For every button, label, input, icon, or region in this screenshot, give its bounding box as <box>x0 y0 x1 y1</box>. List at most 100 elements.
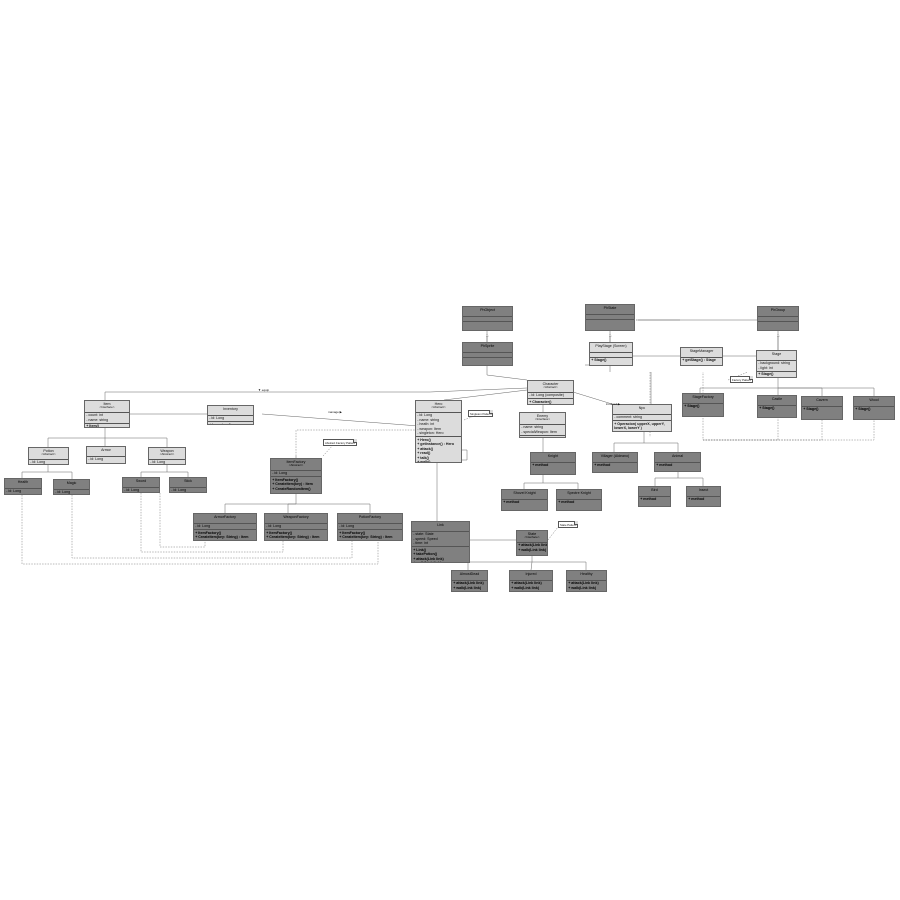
attributes-section <box>463 317 512 322</box>
note-state-pattern: State Pattern <box>558 521 579 529</box>
class-enemy[interactable]: Enemy <Interface> - name: string - speci… <box>519 412 566 438</box>
attribute: - id: Long <box>195 524 211 529</box>
class-insect[interactable]: Insect + method <box>686 486 721 507</box>
class-potion[interactable]: Potion <Abstract> - id: Long <box>28 447 69 465</box>
operation: + Stage() <box>759 406 775 411</box>
operation: + walk(Link link) <box>518 547 547 552</box>
class-name: PhObject <box>463 307 512 317</box>
stereotype: <Abstract> <box>431 405 446 410</box>
attributes-section: - id: Long <box>149 460 185 464</box>
class-stick[interactable]: Stick - id: Long <box>169 477 207 493</box>
class-item[interactable]: Item <Interface> - count: int - name: st… <box>84 400 130 428</box>
attribute: - time: int <box>413 541 428 546</box>
class-weapon[interactable]: Weapon <Abstract> - id: Long <box>148 447 186 465</box>
class-magic[interactable]: Magic - id: Long <box>53 479 90 495</box>
class-phstate[interactable]: PhState <box>585 304 635 331</box>
class-spectreknight[interactable]: Spectre Knight + method <box>556 489 602 511</box>
attributes-section: - name: string - specialWeapon: Item <box>520 425 565 436</box>
attribute: - id: Long <box>171 488 187 493</box>
class-character[interactable]: Character <Abstract> - id: Long (composi… <box>527 380 574 405</box>
operation: + method <box>558 500 575 505</box>
operations-section: + method <box>502 500 547 506</box>
attribute: - id: Long <box>272 471 288 476</box>
attribute: - id: Long <box>339 524 355 529</box>
attributes-section: - comment: string <box>613 415 671 422</box>
operation: + walk() <box>417 460 431 463</box>
class-knight[interactable]: Knight + method <box>530 452 576 475</box>
attributes-section <box>758 317 798 322</box>
class-healthy[interactable]: Healthy + attack(Link link) + walk(Link … <box>566 570 607 592</box>
class-name: Item <Interface> <box>85 401 129 413</box>
operations-section: + method <box>557 500 601 506</box>
attributes-section: - id: Long <box>194 524 256 531</box>
class-phgroup[interactable]: PhGroup <box>757 306 799 331</box>
operation: + ItemFactory() <box>266 530 293 535</box>
operation: + CreateRandomItem() <box>272 486 311 491</box>
operation: + Stage() <box>591 358 607 363</box>
class-title: Enemy <box>536 414 549 418</box>
class-state[interactable]: State <Interface> + attack(Link link) + … <box>516 530 548 556</box>
class-weaponfactory[interactable]: WeaponFactory - id: Long + ItemFactory()… <box>264 513 328 541</box>
attributes-section: - state: State - speed: Speed - time: in… <box>412 532 469 548</box>
class-name: Knight <box>531 453 575 463</box>
stereotype: <Interface> <box>524 535 540 540</box>
attribute: - state: State <box>413 532 434 537</box>
operation: + ItemFactory() <box>339 530 366 535</box>
attributes-section: - id: Long <box>338 524 402 531</box>
class-armorfactory[interactable]: ArmorFactory - id: Long + ItemFactory() … <box>193 513 257 541</box>
class-name: Injured <box>510 571 552 581</box>
class-name: Potion <Abstract> <box>29 448 68 460</box>
class-name: AlmostDead <box>452 571 487 581</box>
operations-section: + Stage() <box>802 407 842 413</box>
class-potionfactory[interactable]: PotionFactory - id: Long + ItemFactory()… <box>337 513 403 541</box>
class-title: Weapon <box>160 449 174 453</box>
label-equip: ▼ equip <box>258 388 270 392</box>
class-animal[interactable]: Animal + method <box>654 452 701 472</box>
operation: + Link() <box>413 547 427 552</box>
class-cavern[interactable]: Cavern + Stage() <box>801 396 843 420</box>
attributes-section: - id: Long <box>5 489 41 495</box>
class-stage[interactable]: Stage - background: string - light: int … <box>756 350 797 378</box>
class-villager[interactable]: Villager (Aldeano) + method <box>592 452 638 473</box>
class-injured[interactable]: Injured + attack(Link link) + walk(Link … <box>509 570 553 592</box>
class-title: Item <box>103 402 111 406</box>
class-phsprite[interactable]: PhSprite <box>462 342 513 366</box>
class-health[interactable]: Health - id: Long <box>4 478 42 495</box>
class-stagemanager[interactable]: StageManager + getStage() : Stage <box>680 347 723 366</box>
class-npc[interactable]: Npc - comment: string + Operacion( upper… <box>612 404 672 432</box>
class-almostdead[interactable]: AlmostDead + attack(Link link) + walk(Li… <box>451 570 488 592</box>
operation: + Stage() <box>684 404 700 409</box>
class-hero[interactable]: Hero <Abstract> - id: Long - name: strin… <box>415 400 462 463</box>
class-name: Link <box>412 522 469 532</box>
class-itemfactory[interactable]: ItemFactory <Abstract> - id: Long + Item… <box>270 458 322 494</box>
operation: + method <box>594 463 611 468</box>
operation: + CreateRandomItem() <box>195 540 255 541</box>
operation: + Stage() <box>803 407 819 412</box>
class-shovelknight[interactable]: Shovel Knight + method <box>501 489 548 511</box>
class-playstage[interactable]: PlayStage (Screen) + Stage() <box>589 342 633 366</box>
class-bird[interactable]: Bird + method <box>638 486 671 507</box>
attribute: - name: string <box>521 425 544 430</box>
class-phobject[interactable]: PhObject <box>462 306 513 331</box>
operation: + walk(Link link) <box>453 585 482 590</box>
class-inventory[interactable]: Inventory - id: Long + Inventory() <box>207 405 254 425</box>
class-armor[interactable]: Armor - id: Long <box>86 446 126 464</box>
operation: + attack() <box>417 446 434 451</box>
stereotype: <Interface> <box>534 417 551 422</box>
class-name: PhGroup <box>758 307 798 317</box>
class-sword[interactable]: Sword - id: Long <box>122 477 160 493</box>
operations-section: + method <box>593 463 637 469</box>
attributes-section <box>463 353 512 358</box>
class-stagefactory[interactable]: StageFactory + Stage() <box>682 393 724 417</box>
operations-section: + ItemFactory() + CreateItem(key: String… <box>194 530 256 541</box>
operations-section: + ItemFactory() + CreateItem(key) : Item… <box>271 477 321 492</box>
attribute: - id: Long <box>124 488 140 493</box>
class-link[interactable]: Link - state: State - speed: Speed - tim… <box>411 521 470 563</box>
operation: + attack(Link link) <box>453 581 484 586</box>
operations-section: + method <box>531 463 575 469</box>
attribute: - id: Long <box>55 490 71 495</box>
class-castle[interactable]: Castle + Stage() <box>757 395 797 418</box>
operation: + attack(Link link) <box>518 543 548 548</box>
attributes-section: - id: Long <box>170 488 206 493</box>
class-wood[interactable]: Wood + Stage() <box>853 396 895 420</box>
